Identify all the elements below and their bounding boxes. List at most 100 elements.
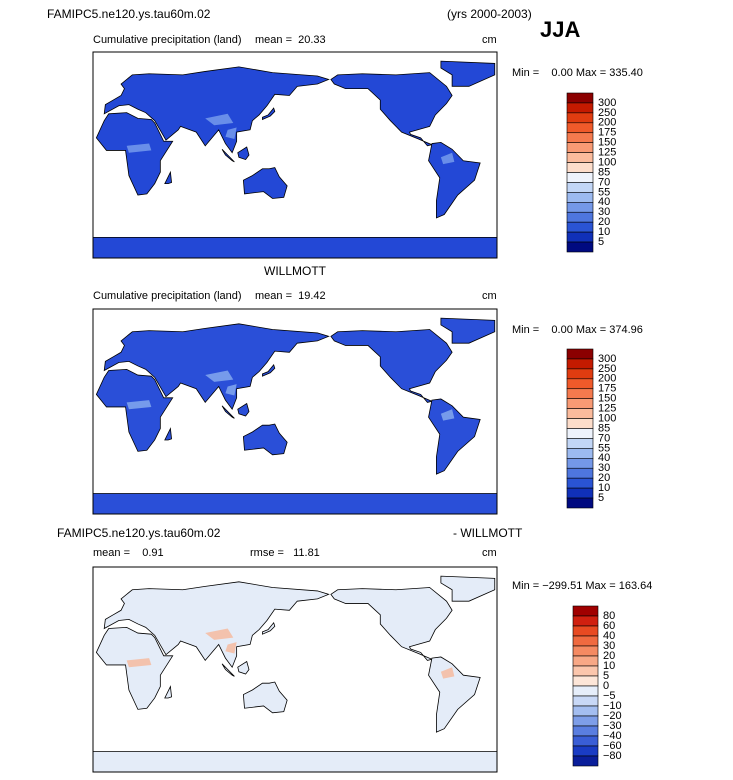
land [237, 402, 250, 417]
colorbar-box [566, 418, 594, 429]
colorbar-label: 30 [598, 462, 610, 474]
units: cm [482, 290, 497, 302]
land [92, 493, 498, 515]
colorbar-box [572, 625, 599, 637]
land [95, 112, 174, 196]
colorbar-label: 150 [598, 137, 616, 149]
colorbar-label: 125 [598, 403, 616, 415]
colorbar-label: 250 [598, 107, 616, 119]
min-max: Min = 0.00 Max = 374.96 [512, 324, 643, 336]
colorbar-label: 5 [598, 492, 604, 504]
colorbar-box [566, 477, 594, 489]
colorbar-box [566, 448, 594, 459]
colorbar-box [566, 102, 594, 114]
colorbar-box [572, 685, 599, 697]
colorbar-box [572, 755, 599, 767]
colorbar-box [566, 428, 594, 439]
land [242, 167, 288, 199]
colorbar-box [572, 665, 599, 677]
land [95, 368, 174, 452]
land [164, 685, 172, 699]
min-max: Min = −299.51 Max = 163.64 [512, 580, 652, 592]
colorbar-box [572, 745, 599, 757]
land-shading [440, 409, 455, 421]
colorbar-label: 300 [598, 353, 616, 365]
colorbar-label: −5 [603, 690, 616, 702]
land [428, 141, 481, 219]
colorbar-label: 20 [598, 472, 610, 484]
colorbar-label: 40 [598, 452, 610, 464]
colorbar-box [572, 645, 599, 657]
colorbar-label: 30 [603, 640, 615, 652]
colorbar-box [572, 705, 599, 717]
colorbar-label: 85 [598, 166, 610, 178]
colorbar-box [566, 497, 594, 509]
land-shading [440, 667, 455, 679]
colorbar-label: 10 [598, 226, 610, 238]
years: (yrs 2000-2003) [447, 7, 532, 21]
colorbar-box [566, 348, 594, 360]
land [428, 398, 481, 475]
land [103, 323, 330, 411]
colorbar-label: 20 [603, 650, 615, 662]
colorbar-box [566, 241, 594, 253]
land [164, 170, 172, 185]
colorbar-label: 100 [598, 156, 616, 168]
land-shading [225, 642, 237, 654]
colorbar-box [566, 231, 594, 243]
colorbar-label: 200 [598, 373, 616, 385]
mean: mean = 20.33 [255, 34, 326, 46]
land-shading [205, 113, 234, 126]
season: JJA [540, 17, 580, 42]
land-shading [440, 152, 455, 165]
land [95, 626, 174, 710]
colorbar-label: 300 [598, 97, 616, 109]
colorbar-label: −80 [603, 750, 622, 762]
land [92, 751, 498, 773]
panel-title: FAMIPC5.ne120.ys.tau60m.02 [57, 526, 221, 540]
colorbar-box [572, 615, 599, 627]
land [440, 60, 496, 87]
map [92, 317, 498, 515]
land-shading [205, 628, 234, 640]
colorbar-box [566, 378, 594, 390]
land-shading [205, 370, 234, 382]
panel-title: WILLMOTT [264, 264, 327, 278]
colorbar-box [566, 132, 594, 143]
land [330, 72, 453, 147]
colorbar-label: 175 [598, 127, 616, 139]
land [221, 663, 235, 677]
colorbar-box [566, 202, 594, 213]
colorbar-box [566, 398, 594, 409]
colorbar-label: −40 [603, 730, 622, 742]
colorbar-box [572, 675, 599, 687]
colorbar-label: 5 [603, 670, 609, 682]
mean: mean = 19.42 [255, 290, 326, 302]
colorbar-label: 125 [598, 147, 616, 159]
land [103, 581, 330, 669]
map [92, 60, 498, 259]
land-shading [225, 384, 237, 396]
colorbar-box [566, 211, 594, 223]
land [440, 575, 496, 602]
colorbar-box [566, 92, 594, 104]
colorbar-label: 40 [603, 630, 615, 642]
map-border [92, 566, 498, 773]
colorbar-label: 85 [598, 422, 610, 434]
min-max: Min = 0.00 Max = 335.40 [512, 67, 643, 79]
colorbar-label: 60 [603, 620, 615, 632]
colorbar-box [572, 735, 599, 747]
colorbar-label: 10 [598, 482, 610, 494]
land [440, 317, 496, 344]
colorbar-label: 150 [598, 393, 616, 405]
colorbar-box [566, 438, 594, 449]
colorbar-box [572, 655, 599, 667]
colorbar-label: −20 [603, 710, 622, 722]
land [242, 423, 288, 456]
colorbar-box [572, 695, 599, 707]
rmse: rmse = 11.81 [250, 547, 320, 559]
land [262, 621, 276, 635]
colorbar-label: −10 [603, 700, 622, 712]
colorbar-box [566, 388, 594, 399]
colorbar-label: 70 [598, 176, 610, 188]
